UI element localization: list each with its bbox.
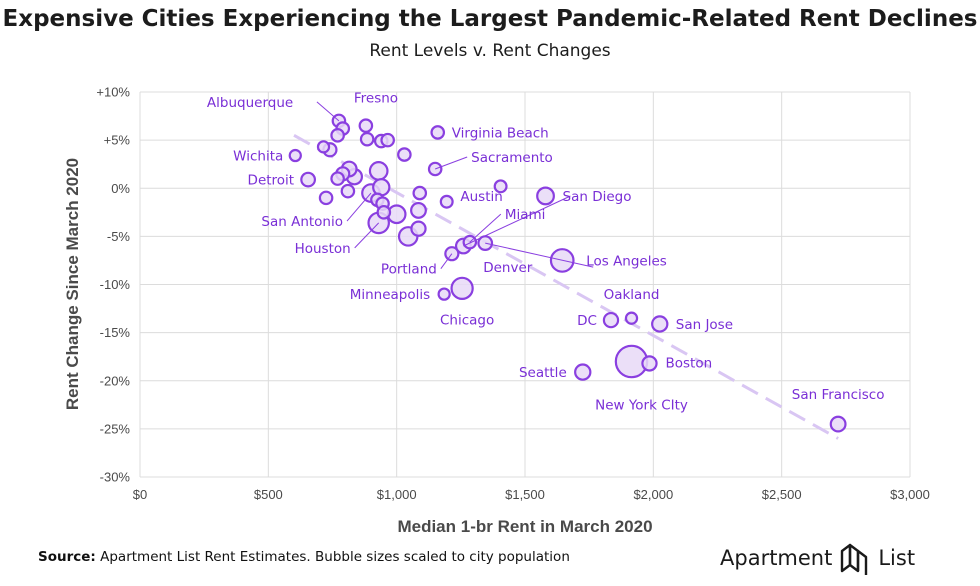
bubble-point <box>450 276 474 301</box>
leader-line <box>346 192 372 222</box>
bubble-point <box>574 363 592 381</box>
bubble-chart: Albuquerque Fresno Virginia Beach Wichita Sa… <box>63 85 930 537</box>
leader-line <box>485 242 594 268</box>
bubble-point <box>410 201 427 219</box>
bubble-point <box>427 161 443 177</box>
leader-line <box>434 156 468 170</box>
bubbles <box>288 113 847 433</box>
chart-title: Expensive Cities Experiencing the Larges… <box>2 6 978 32</box>
city-label: DC <box>577 313 597 329</box>
city-label: Minneapolis <box>350 287 430 303</box>
bubble-point <box>439 194 454 209</box>
x-axis-label: Median 1-br Rent in March 2020 <box>397 517 652 536</box>
city-label: San Jose <box>676 317 733 333</box>
leader-line <box>463 195 571 247</box>
city-label: Seattle <box>519 365 567 381</box>
source-label: Source: <box>38 549 96 565</box>
bubble-point <box>410 220 427 237</box>
bubble-point <box>340 183 356 199</box>
city-label: Sacramento <box>471 150 553 166</box>
trendline <box>293 134 839 440</box>
bubble-point <box>368 161 389 181</box>
x-tick-label: $1,500 <box>505 487 545 502</box>
source-note: Source: Apartment List Rent Estimates. B… <box>38 549 570 565</box>
city-label: Boston <box>665 355 712 371</box>
city-label: Los Angeles <box>586 253 667 269</box>
x-tick-label: $0 <box>133 487 147 502</box>
logo-word-apartment: Apartment <box>720 546 833 570</box>
y-tick-label: -30% <box>100 470 131 485</box>
bubble-point <box>300 171 317 188</box>
x-axis-ticks: $0 $500 $1,000 $1,500 $2,000 $2,500 $3,000 <box>133 487 930 502</box>
bubble-point <box>602 311 620 329</box>
x-tick-label: $500 <box>254 487 283 502</box>
leader-line <box>469 213 502 243</box>
city-label: Miami <box>505 207 546 223</box>
bubble-point <box>624 311 639 325</box>
bubble-point <box>288 148 302 163</box>
x-tick-label: $1,000 <box>377 487 417 502</box>
bubble-point <box>359 131 375 147</box>
y-tick-label: -20% <box>100 373 131 388</box>
bubble-point <box>412 185 428 201</box>
y-axis-label: Rent Change Since March 2020 <box>63 158 82 410</box>
label-leader-lines <box>316 101 594 269</box>
bubble-point <box>829 415 847 433</box>
city-label: Houston <box>295 241 351 257</box>
bubble-point <box>318 190 334 206</box>
bubble-point <box>437 287 451 301</box>
city-label: San Antonio <box>261 214 343 230</box>
city-label: Virginia Beach <box>452 125 549 141</box>
bubble-point <box>330 171 345 186</box>
bubble-point <box>397 147 412 162</box>
city-label: Oakland <box>604 287 660 303</box>
city-label: Albuquerque <box>207 95 293 111</box>
bubble-point <box>493 179 508 194</box>
bubble-point <box>330 128 345 143</box>
bubble-point <box>380 132 395 148</box>
city-label: Austin <box>460 189 502 205</box>
city-label: San Francisco <box>792 387 885 403</box>
source-text: Apartment List Rent Estimates. Bubble si… <box>100 549 570 565</box>
grid-lines <box>139 91 911 478</box>
city-label: San Diego <box>563 189 632 205</box>
leader-line <box>354 222 380 249</box>
bubble-point <box>641 355 658 372</box>
x-tick-label: $2,000 <box>633 487 673 502</box>
x-tick-label: $2,500 <box>762 487 802 502</box>
city-label: Fresno <box>354 91 398 107</box>
y-tick-label: -15% <box>100 325 131 340</box>
y-tick-label: 0% <box>111 181 130 196</box>
y-tick-label: -25% <box>100 421 131 436</box>
city-label: New York CIty <box>595 398 688 414</box>
y-tick-label: -5% <box>107 229 131 244</box>
leader-line <box>316 101 340 122</box>
trendline-path <box>293 134 839 440</box>
y-tick-label: +5% <box>104 133 131 148</box>
x-tick-label: $3,000 <box>890 487 930 502</box>
bubble-point <box>316 140 331 154</box>
city-label: Wichita <box>233 149 283 165</box>
y-tick-label: +10% <box>96 85 130 100</box>
chart-subtitle: Rent Levels v. Rent Changes <box>369 41 611 61</box>
logo-word-list: List <box>878 546 916 570</box>
city-label: Chicago <box>440 312 494 328</box>
leader-line <box>440 253 453 269</box>
city-label: Denver <box>483 260 533 276</box>
apartment-list-logo: Apartment List <box>720 538 915 578</box>
city-label: Portland <box>381 262 437 278</box>
bubble-point <box>376 205 392 220</box>
city-labels: Albuquerque Fresno Virginia Beach Wichita Sa… <box>207 91 885 414</box>
bubble-point <box>358 118 374 133</box>
city-label: Detroit <box>248 173 295 189</box>
bubble-point <box>430 125 446 140</box>
y-axis-ticks: +10% +5% 0% -5% -10% -15% -20% -25% -30% <box>96 85 130 485</box>
logo-icon <box>841 543 868 575</box>
bubble-point <box>536 186 555 206</box>
bubble-point <box>651 315 669 333</box>
y-tick-label: -10% <box>100 277 131 292</box>
